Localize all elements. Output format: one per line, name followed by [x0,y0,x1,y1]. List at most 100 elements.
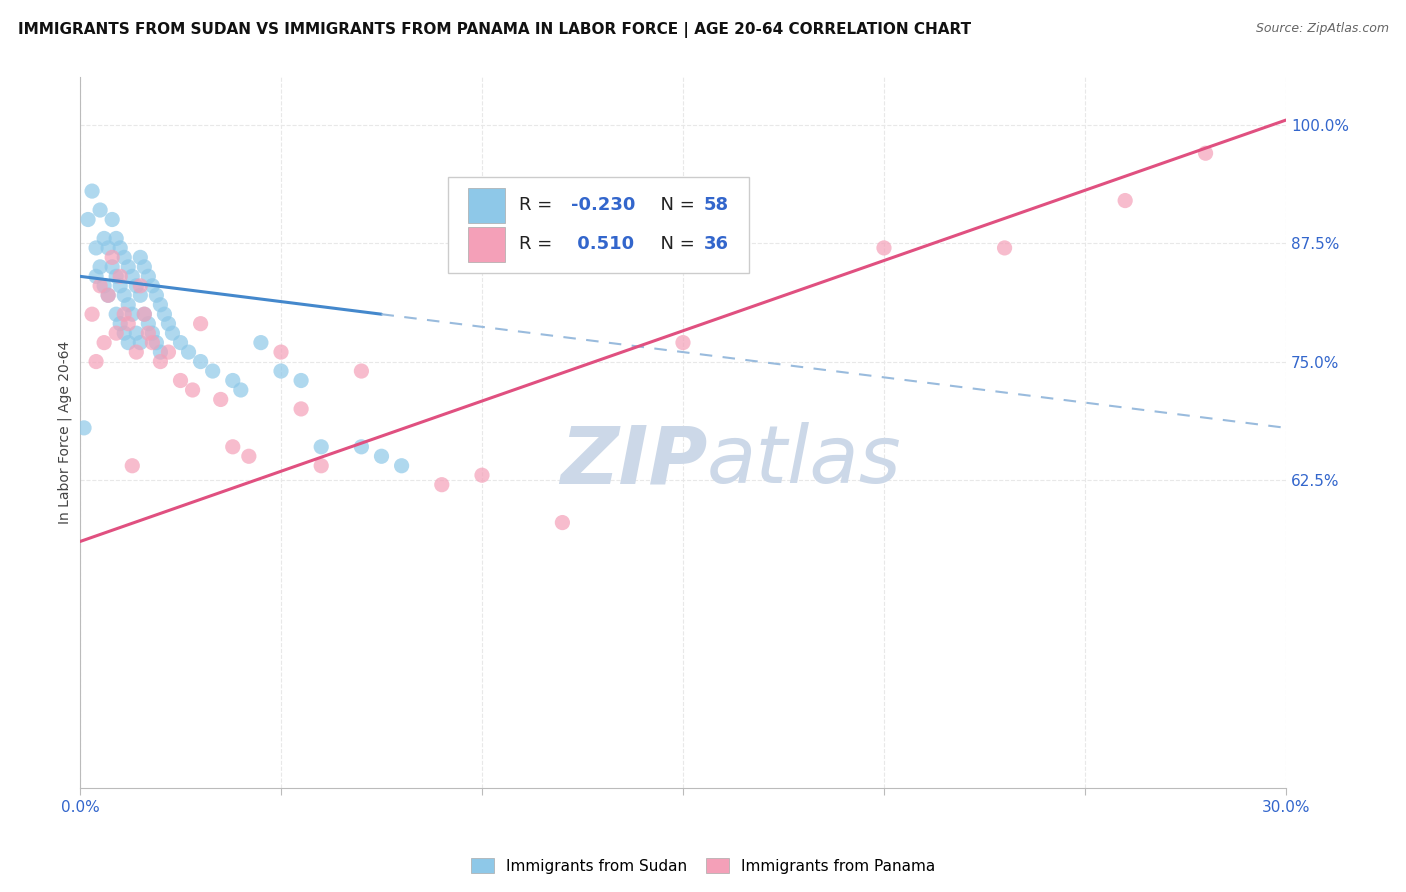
Point [108,241,131,255]
Point [89,278,111,293]
Point [112,307,135,321]
Point [134,307,156,321]
FancyBboxPatch shape [449,177,749,273]
Point [1114,194,1136,208]
Point [993,241,1015,255]
Point [238,450,260,464]
Text: 58: 58 [703,196,728,214]
Point [117,317,139,331]
Point [105,326,128,340]
Point [80,184,103,198]
Text: R =: R = [519,196,558,214]
Point [101,212,124,227]
Point [290,401,312,416]
Point [391,458,413,473]
Point [350,364,373,378]
Point [309,440,332,454]
Point [97,241,120,255]
Point [129,335,152,350]
Point [105,231,128,245]
Point [121,269,143,284]
Text: N =: N = [650,235,700,253]
Point [93,231,115,245]
Point [93,335,115,350]
Point [873,241,896,255]
Point [77,212,100,227]
Point [157,345,180,359]
Point [108,278,131,293]
Point [201,364,224,378]
Point [222,440,245,454]
Point [101,260,124,274]
Point [149,345,172,359]
Point [89,202,111,217]
Point [270,345,292,359]
Bar [468,227,505,262]
Text: 0.510: 0.510 [571,235,634,253]
Point [141,335,163,350]
Point [177,345,200,359]
Point [73,421,96,435]
Text: atlas: atlas [707,422,901,500]
Point [101,251,124,265]
Point [93,278,115,293]
Text: R =: R = [519,235,558,253]
Point [125,326,148,340]
Text: ZIP: ZIP [560,422,707,500]
Bar [468,187,505,223]
Point [471,468,494,483]
Point [121,458,143,473]
Point [80,307,103,321]
Point [370,450,392,464]
Text: -0.230: -0.230 [571,196,636,214]
Point [117,298,139,312]
Point [134,260,156,274]
Point [84,241,107,255]
Point [430,477,453,491]
Point [190,317,212,331]
Point [134,307,156,321]
Point [145,335,167,350]
Point [1194,146,1216,161]
Point [309,458,332,473]
Point [125,278,148,293]
Text: Source: ZipAtlas.com: Source: ZipAtlas.com [1256,22,1389,36]
Point [153,307,176,321]
Point [117,260,139,274]
Point [138,317,160,331]
Point [112,288,135,302]
Point [97,288,120,302]
Point [138,326,160,340]
Point [108,317,131,331]
Point [190,354,212,368]
Point [84,269,107,284]
Point [229,383,252,397]
Point [169,374,191,388]
Point [141,278,163,293]
Point [181,383,204,397]
Point [117,335,139,350]
Point [129,251,152,265]
Point [105,269,128,284]
Point [129,278,152,293]
Point [108,269,131,284]
Point [138,269,160,284]
Point [672,335,695,350]
Point [290,374,312,388]
Point [84,354,107,368]
Point [350,440,373,454]
Point [89,260,111,274]
Text: IMMIGRANTS FROM SUDAN VS IMMIGRANTS FROM PANAMA IN LABOR FORCE | AGE 20-64 CORRE: IMMIGRANTS FROM SUDAN VS IMMIGRANTS FROM… [18,22,972,38]
Point [125,345,148,359]
Point [112,326,135,340]
Y-axis label: In Labor Force | Age 20-64: In Labor Force | Age 20-64 [58,341,72,524]
Point [149,354,172,368]
Point [149,298,172,312]
Text: N =: N = [650,196,700,214]
Text: 36: 36 [703,235,728,253]
Point [270,364,292,378]
Point [162,326,184,340]
Point [141,326,163,340]
Point [169,335,191,350]
Point [112,251,135,265]
